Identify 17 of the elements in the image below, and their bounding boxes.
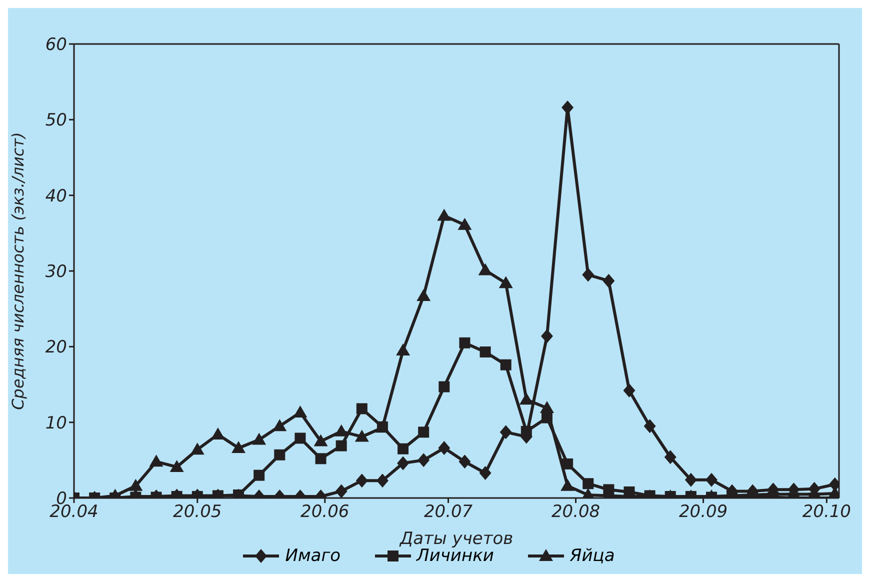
x-tick-label: 20.09 — [678, 502, 728, 522]
y-tick-label: 50 — [45, 110, 67, 131]
x-axis-title: Даты учетов — [398, 529, 514, 549]
x-tick-label: 20.07 — [424, 502, 473, 522]
x-tick-label: 20.06 — [300, 502, 350, 522]
y-tick-label: 10 — [45, 413, 67, 434]
y-tick-label: 20 — [45, 338, 67, 358]
y-axis-title: Средняя численность (экз./лист) — [8, 132, 28, 410]
y-tick-label: 60 — [45, 35, 67, 56]
y-tick-label: 30 — [45, 262, 67, 282]
x-tick-label: 20.10 — [802, 502, 851, 522]
x-tick-label: 20.08 — [551, 502, 600, 522]
legend-label: Имаго — [285, 546, 341, 566]
legend-label: Яйца — [570, 546, 615, 566]
legend-label: Личинки — [416, 546, 494, 566]
x-tick-label: 20.05 — [173, 502, 222, 522]
y-tick-label: 40 — [45, 186, 67, 206]
